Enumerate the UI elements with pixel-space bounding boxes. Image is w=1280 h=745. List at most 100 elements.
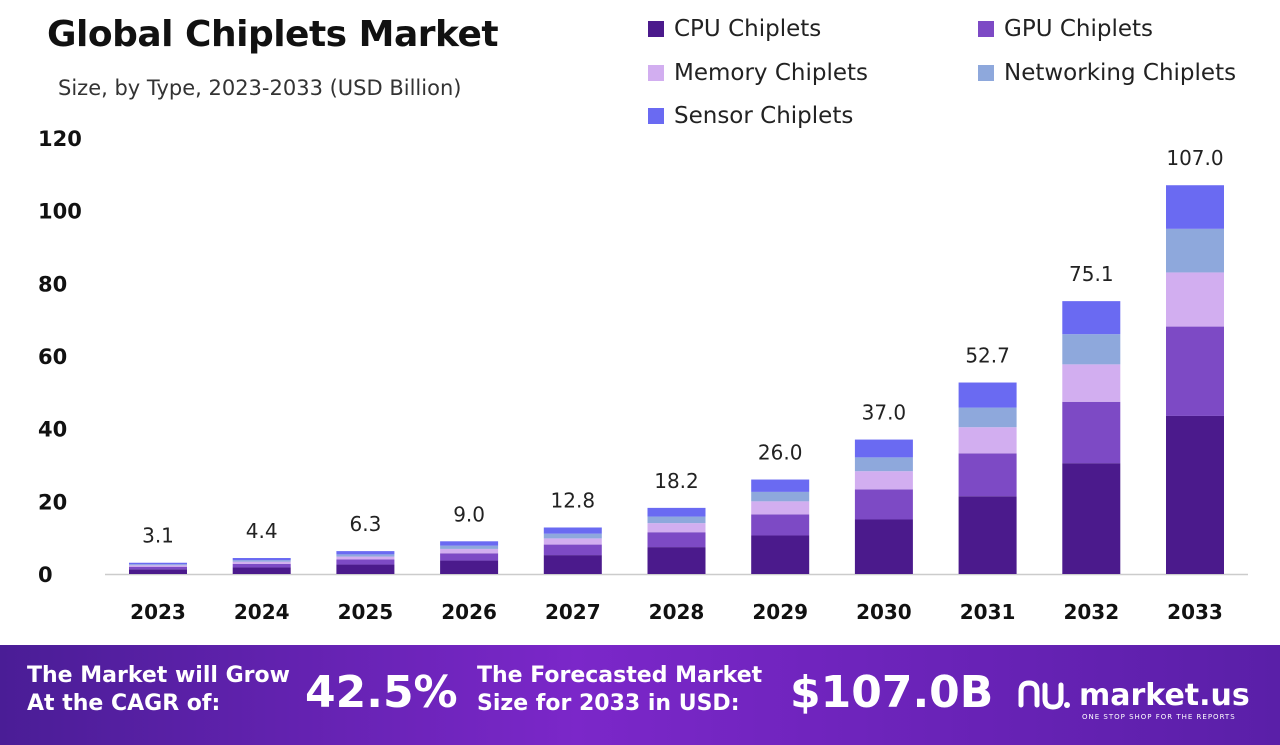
bar-segment-memory	[647, 523, 706, 533]
y-tick-label: 20	[38, 490, 67, 514]
bar-segment-cpu	[958, 496, 1017, 574]
forecast-label-line2: Size for 2033 in USD:	[477, 691, 740, 716]
bar-segment-sensor	[440, 541, 499, 546]
bar-segment-sensor	[129, 562, 187, 565]
x-tick-label: 2024	[234, 600, 290, 624]
bar-segment-cpu	[854, 519, 913, 574]
bar-segment-sensor	[647, 507, 706, 517]
bar-segment-memory	[751, 501, 810, 515]
chart-plot-area: 0 20 40 60 80 100 120 3.1 2023 4.4 2024 6.3 2025 9.0 2…	[38, 127, 1248, 624]
x-tick-label: 2033	[1167, 600, 1223, 624]
bar-segment-networking	[751, 491, 810, 502]
cagr-label-line1: The Market will Grow	[27, 663, 290, 688]
y-tick-label: 0	[38, 563, 53, 587]
bar-segment-sensor	[854, 439, 913, 458]
bar-segment-sensor	[1166, 185, 1224, 229]
x-tick-label: 2031	[960, 600, 1016, 624]
bar-segment-sensor	[232, 558, 291, 561]
bar-segment-networking	[336, 554, 395, 557]
bar-segment-cpu	[647, 547, 706, 574]
bar-segment-gpu	[336, 559, 395, 565]
bar-segment-memory	[1062, 364, 1121, 402]
bar-segment-sensor	[751, 479, 810, 492]
x-tick-label: 2028	[649, 600, 705, 624]
bar-segment-sensor	[1062, 301, 1121, 335]
forecast-label: The Forecasted Market Size for 2033 in U…	[477, 662, 762, 718]
bar-segment-memory	[1166, 272, 1224, 327]
bar-segment-memory	[336, 556, 395, 560]
bar-segment-memory	[543, 538, 602, 545]
y-tick-label: 80	[38, 272, 67, 296]
bar-segment-gpu	[751, 514, 810, 536]
x-tick-label: 2026	[441, 600, 497, 624]
bar-segment-memory	[958, 427, 1017, 454]
bar-segment-networking	[1166, 228, 1224, 273]
bar-segment-memory	[440, 548, 499, 554]
bar-segment-cpu	[232, 567, 291, 574]
bar-segment-sensor	[336, 551, 395, 555]
bar-segment-networking	[1062, 334, 1121, 365]
bar-total-label: 52.7	[965, 344, 1010, 368]
bar-segment-networking	[647, 516, 706, 524]
bar-segment-cpu	[336, 564, 395, 574]
x-tick-label: 2025	[338, 600, 394, 624]
bar-total-label: 12.8	[551, 488, 596, 512]
bar-segment-gpu	[129, 566, 187, 570]
bar-segment-gpu	[1166, 326, 1224, 416]
forecast-label-line1: The Forecasted Market	[477, 663, 763, 688]
bar-segment-sensor	[543, 527, 602, 534]
bar-total-label: 18.2	[654, 469, 699, 493]
bar-segment-cpu	[440, 560, 499, 574]
bar-segment-networking	[232, 560, 291, 562]
bar-segment-gpu	[232, 563, 291, 568]
bar-total-label: 3.1	[142, 524, 174, 548]
bar-segment-cpu	[543, 555, 602, 574]
x-tick-label: 2023	[130, 600, 186, 624]
bar-segment-networking	[543, 533, 602, 539]
bar-segment-cpu	[1062, 463, 1121, 574]
bar-segment-gpu	[543, 544, 602, 556]
bar-segment-memory	[129, 565, 187, 567]
bar-segment-cpu	[129, 569, 187, 574]
bar-segment-networking	[440, 545, 499, 549]
bar-total-label: 9.0	[453, 502, 485, 526]
bar-segment-gpu	[854, 489, 913, 520]
y-tick-label: 120	[38, 127, 82, 151]
bar-total-label: 37.0	[862, 401, 907, 425]
forecast-value: $107.0B	[790, 667, 994, 718]
bar-segment-sensor	[958, 382, 1017, 408]
chart-title: Global Chiplets Market	[47, 14, 499, 55]
bar-total-label: 6.3	[349, 512, 381, 536]
x-tick-label: 2030	[856, 600, 912, 624]
cagr-value: 42.5%	[305, 667, 458, 718]
brand: market.us	[1015, 675, 1250, 715]
bar-segment-networking	[958, 407, 1017, 428]
bar-segment-memory	[854, 471, 913, 490]
cagr-label: The Market will Grow At the CAGR of:	[27, 662, 290, 718]
footer-banner: The Market will Grow At the CAGR of: 42.…	[0, 645, 1280, 745]
bar-total-label: 4.4	[246, 519, 278, 543]
bar-segment-gpu	[958, 453, 1017, 497]
y-tick-label: 100	[38, 200, 82, 224]
bar-segment-cpu	[1166, 415, 1224, 574]
market-us-logo-icon	[1018, 680, 1070, 710]
brand-tagline: ONE STOP SHOP FOR THE REPORTS	[1082, 713, 1236, 721]
bar-segment-gpu	[440, 553, 499, 561]
cagr-label-line2: At the CAGR of:	[27, 691, 221, 716]
brand-name: market.us	[1079, 677, 1250, 713]
chart-subtitle: Size, by Type, 2023-2033 (USD Billion)	[58, 76, 462, 100]
y-tick-label: 60	[38, 345, 67, 369]
bar-segment-gpu	[647, 532, 706, 548]
x-tick-label: 2032	[1063, 600, 1119, 624]
bar-segment-networking	[854, 457, 913, 472]
bar-segment-cpu	[751, 535, 810, 574]
x-tick-label: 2029	[752, 600, 808, 624]
bar-segment-networking	[129, 564, 187, 566]
bar-segment-gpu	[1062, 401, 1121, 464]
y-tick-label: 40	[38, 418, 67, 442]
bar-total-label: 107.0	[1166, 146, 1223, 170]
bar-total-label: 75.1	[1069, 262, 1114, 286]
bar-total-label: 26.0	[758, 441, 803, 465]
bar-segment-memory	[232, 561, 291, 564]
